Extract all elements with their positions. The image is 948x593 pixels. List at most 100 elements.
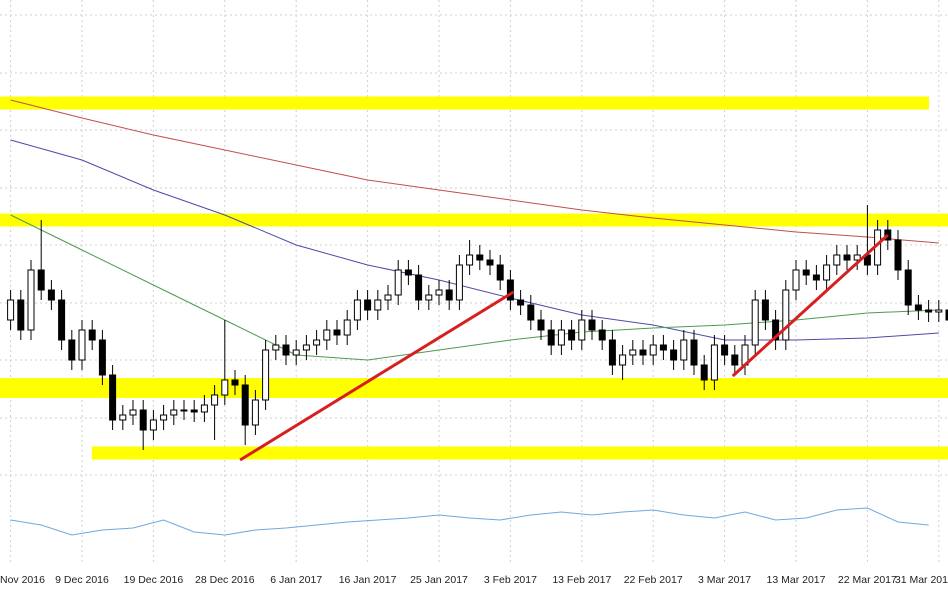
candle-body: [302, 344, 310, 351]
candle-body: [680, 339, 688, 361]
x-tick-label: 3 Mar 2017: [698, 574, 751, 586]
candle-body: [547, 329, 555, 346]
candle-body: [58, 299, 66, 341]
candle-body: [221, 379, 229, 396]
candle-body: [404, 269, 412, 276]
candle-body: [7, 299, 15, 321]
candle-body: [78, 329, 86, 361]
x-tick-label: 13 Mar 2017: [767, 574, 826, 586]
candle-body: [37, 269, 45, 291]
candle-body: [710, 344, 718, 381]
horizontal-grid: [0, 14, 948, 476]
candle-body: [823, 264, 831, 281]
candle-body: [415, 274, 423, 301]
candle-body: [211, 394, 219, 406]
candle-body: [466, 254, 474, 266]
x-tick-label: 9 Dec 2016: [55, 574, 109, 586]
x-tick-label: 16 Jan 2017: [339, 574, 397, 586]
candle-body: [598, 329, 606, 341]
candle-body: [894, 239, 902, 271]
candle-body: [313, 339, 321, 346]
candle-body: [160, 414, 168, 421]
candle-body: [445, 289, 453, 301]
candle-body: [802, 269, 810, 276]
indicator-line: [10, 99, 939, 244]
candle-body: [262, 349, 270, 401]
indicator-line: [10, 507, 929, 536]
x-tick-label: 19 Dec 2016: [124, 574, 184, 586]
candle-body: [761, 299, 769, 321]
candle-body: [690, 339, 698, 366]
candle-body: [588, 319, 596, 331]
candle-body: [98, 339, 106, 376]
candle-body: [670, 349, 678, 361]
candle-body: [129, 409, 137, 416]
candle-body: [231, 379, 239, 386]
candle-body: [109, 374, 117, 421]
candle-body: [47, 289, 55, 301]
candle-body: [649, 344, 657, 356]
candle-body: [119, 414, 127, 421]
candle-body: [292, 349, 300, 356]
candle-body: [17, 299, 25, 331]
candle-body: [282, 344, 290, 356]
candle-body: [629, 349, 637, 356]
candle-body: [323, 329, 331, 341]
trendline: [239, 290, 515, 462]
candle-body: [782, 289, 790, 341]
candle-body: [812, 274, 820, 281]
candle-body: [476, 254, 484, 261]
candle-body: [333, 329, 341, 336]
x-tick-label: 25 Jan 2017: [410, 574, 468, 586]
x-tick-label: 13 Feb 2017: [552, 574, 611, 586]
candle-body: [925, 309, 933, 313]
candle-body: [455, 264, 463, 301]
candle-body: [619, 354, 627, 366]
candle-body: [700, 364, 708, 381]
candle-body: [568, 329, 576, 341]
candle-body: [180, 409, 188, 412]
candle-body: [853, 254, 861, 261]
candle-body: [608, 339, 616, 366]
candle-body: [904, 269, 912, 306]
x-tick-label: 28 Dec 2016: [195, 574, 255, 586]
candle-body: [384, 294, 392, 301]
candle-body: [843, 254, 851, 261]
candle-body: [139, 409, 147, 431]
candle-body: [486, 259, 494, 266]
candle-body: [364, 299, 372, 311]
x-tick-label: Nov 2016: [0, 574, 45, 586]
candle-body: [833, 254, 841, 266]
candle-body: [353, 299, 361, 321]
candle-body: [88, 329, 96, 341]
candle-body: [506, 279, 514, 301]
candle-body: [935, 309, 943, 313]
candle-body: [343, 319, 351, 336]
candle-body: [721, 344, 729, 356]
x-tick-label: 22 Mar 2017: [838, 574, 897, 586]
candle-body: [659, 344, 667, 351]
candle-body: [435, 289, 443, 296]
indicator-line: [10, 214, 939, 361]
candle-body: [578, 319, 586, 341]
x-tick-label: 22 Feb 2017: [624, 574, 683, 586]
candle-body: [792, 269, 800, 291]
x-tick-label: 31 Mar 201: [895, 574, 948, 586]
candle-body: [272, 344, 280, 351]
candle-body: [731, 354, 739, 366]
candle-body: [149, 419, 157, 431]
candle-body: [639, 349, 647, 356]
candle-body: [190, 409, 198, 413]
candle-body: [374, 299, 382, 311]
candle-body: [394, 269, 402, 296]
candle-body: [751, 299, 759, 346]
indicator-line: [10, 139, 939, 341]
candle-body: [772, 319, 780, 341]
candle-body: [945, 309, 948, 321]
candle-body: [496, 264, 504, 281]
candle-body: [914, 304, 922, 311]
candle-body: [517, 299, 525, 306]
candle-body: [241, 384, 249, 426]
